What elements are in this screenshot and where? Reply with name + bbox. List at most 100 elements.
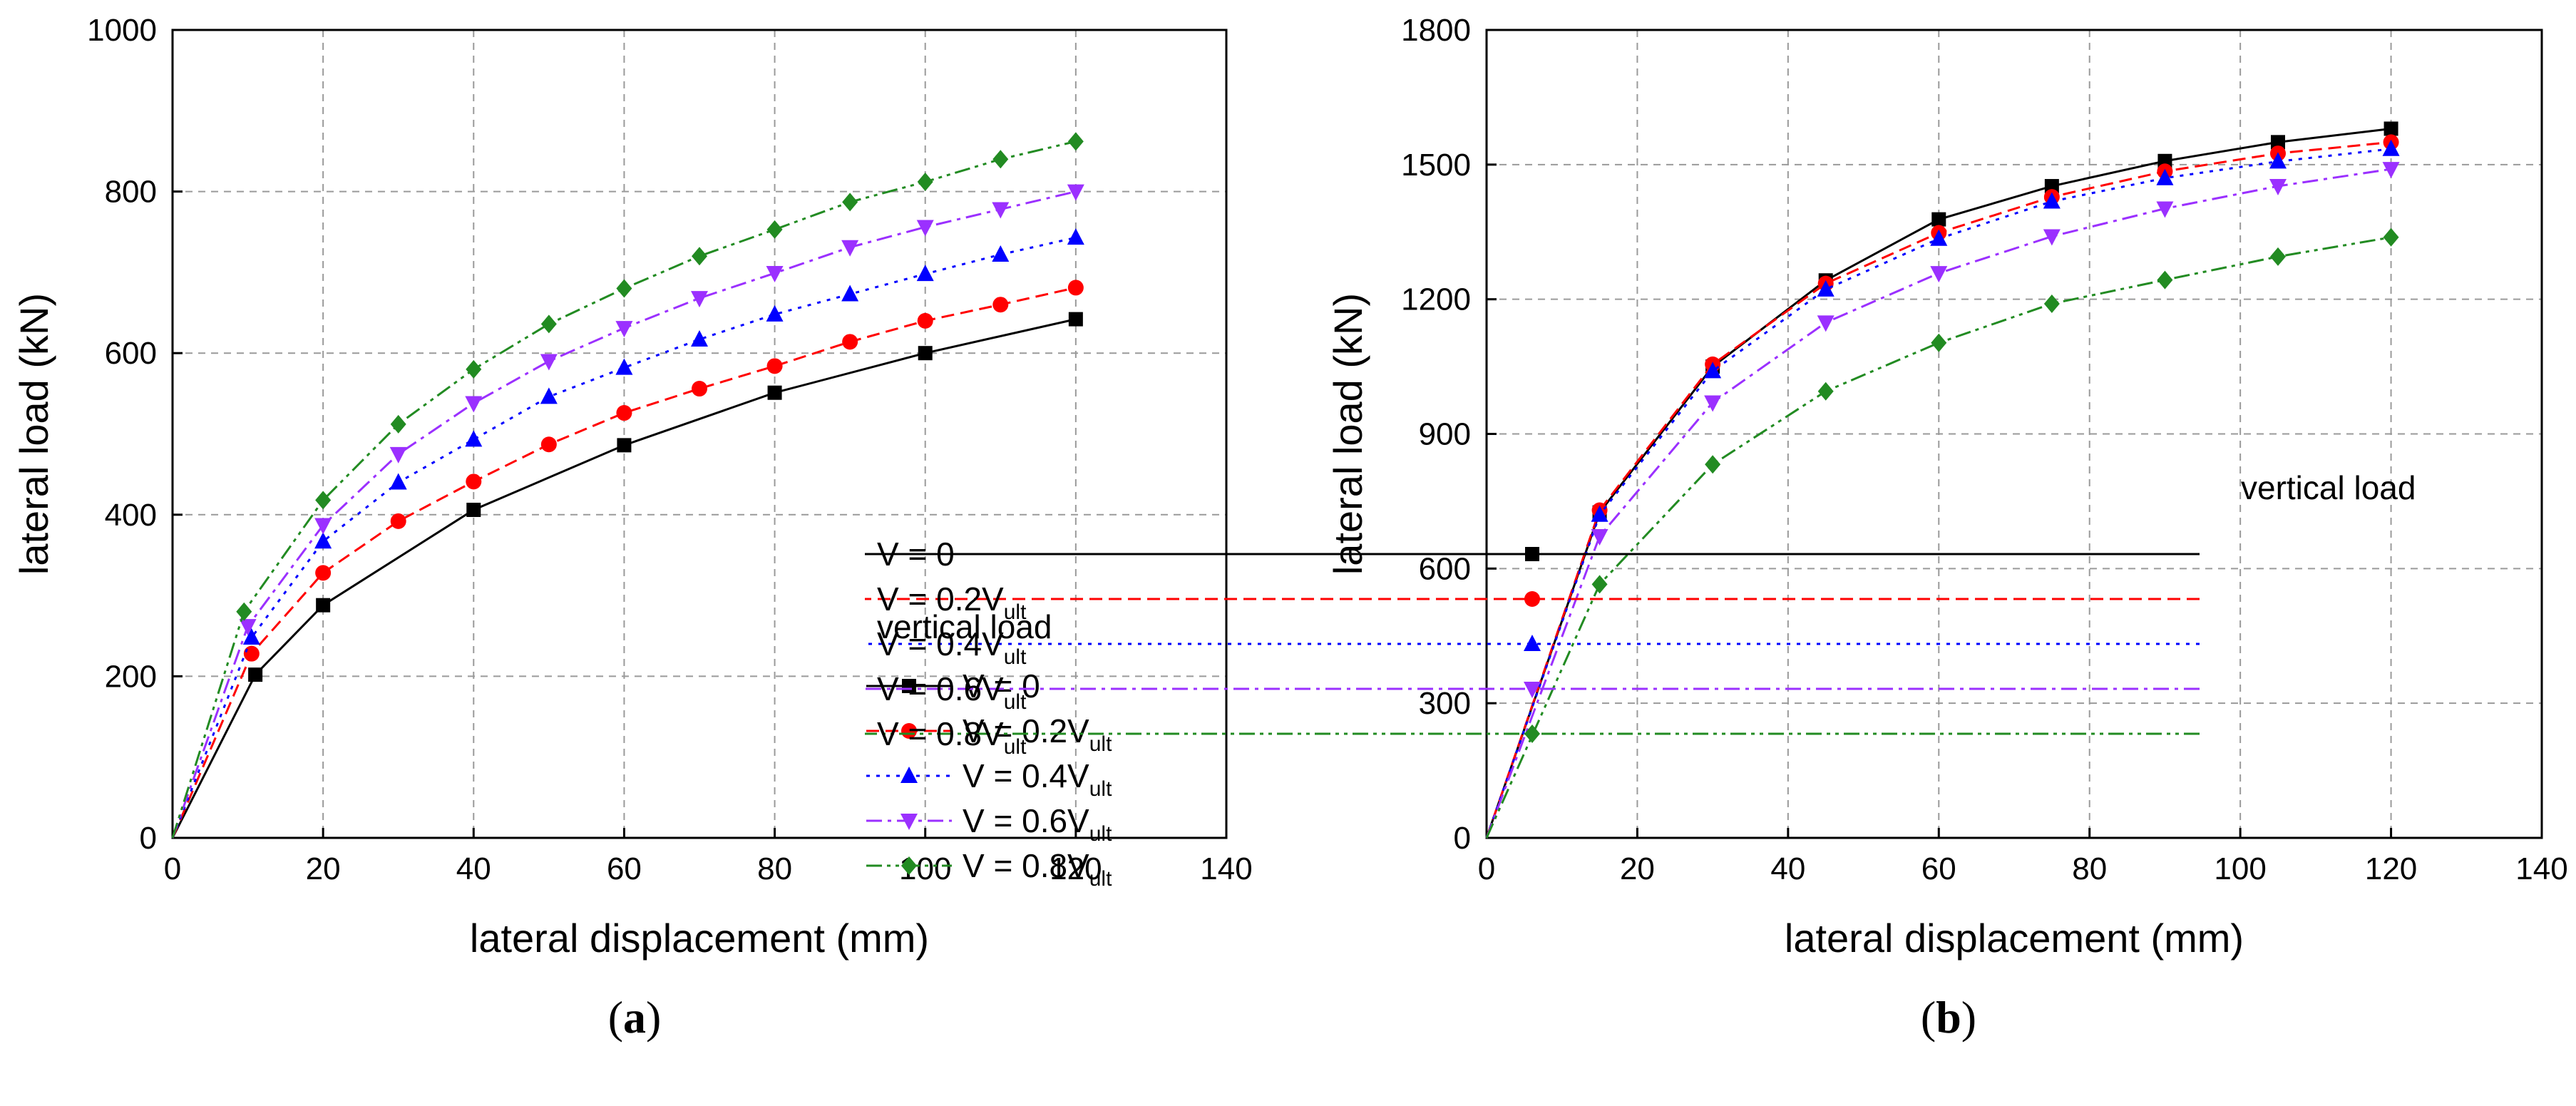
data-point — [315, 491, 332, 510]
data-point — [1931, 333, 1947, 352]
data-point — [992, 297, 1009, 313]
data-point — [239, 619, 257, 636]
data-point — [1591, 529, 1608, 546]
data-point — [389, 446, 407, 464]
data-point — [2382, 162, 2400, 179]
x-tick-label: 100 — [2214, 851, 2266, 886]
legend-marker — [1524, 682, 1541, 698]
data-point — [766, 220, 783, 239]
legend-label-sub: ult — [1089, 777, 1112, 801]
legend-label-main: V = 0 — [877, 536, 955, 573]
legend-label: V = 0.6Vult — [877, 670, 1027, 714]
legend-label-main: V = 0 — [963, 667, 1040, 705]
legend-label: V = 0.4Vult — [877, 625, 1027, 669]
series-3 — [171, 184, 1084, 839]
panel-caption: (b) — [1921, 992, 1976, 1043]
data-point — [2271, 135, 2285, 150]
legend-label: V = 0.8Vult — [963, 847, 1112, 891]
legend-label-sub: ult — [1089, 822, 1112, 846]
y-tick-label: 1800 — [1401, 13, 1471, 48]
y-tick-label: 300 — [1419, 686, 1471, 721]
y-tick-label: 1500 — [1401, 148, 1471, 183]
series-3 — [1485, 162, 2400, 839]
y-tick-label: 0 — [1454, 821, 1471, 856]
data-point — [1067, 184, 1084, 201]
legend-label: V = 0 — [877, 536, 955, 573]
legend-label: V = 0.2Vult — [963, 712, 1112, 756]
x-tick-label: 140 — [2515, 851, 2567, 886]
data-point — [540, 436, 557, 453]
data-point — [692, 381, 707, 397]
data-point — [316, 598, 331, 613]
legend-marker — [1524, 724, 1540, 743]
legend-label-sub: ult — [1004, 645, 1027, 669]
legend-label: V = 0.8Vult — [877, 715, 1027, 759]
y-axis-label: lateral load (kN) — [1325, 293, 1370, 575]
data-point — [841, 240, 859, 257]
legend-label-sub: ult — [1089, 732, 1112, 756]
data-point — [1817, 315, 1834, 332]
data-point — [2156, 201, 2174, 218]
caption-paren-close: ) — [646, 992, 661, 1043]
data-point — [616, 405, 632, 421]
y-tick-label: 600 — [1419, 551, 1471, 586]
data-point — [1068, 312, 1083, 327]
y-tick-label: 0 — [140, 821, 157, 856]
y-axis-label: lateral load (kN) — [11, 293, 56, 575]
x-tick-label: 80 — [2072, 851, 2107, 886]
legend-label-main: V = 0.6V — [877, 670, 1004, 707]
data-point — [691, 329, 708, 347]
data-point — [917, 173, 933, 192]
series-0 — [171, 312, 1083, 839]
data-point — [1704, 395, 1722, 412]
data-point — [615, 358, 633, 375]
legend-marker — [900, 814, 918, 830]
data-point — [2043, 294, 2060, 313]
caption-letter: b — [1936, 992, 1961, 1043]
series-4 — [1485, 227, 2399, 839]
chart-panel-b: 0 20 40 60 80 100 120 140 0 300 600 900 1200 1500 1800… — [865, 13, 2568, 1043]
data-point — [1591, 505, 1608, 522]
data-point — [918, 346, 933, 361]
legend-marker — [1524, 635, 1541, 651]
y-tick-label: 400 — [105, 498, 157, 533]
data-point — [465, 396, 483, 413]
data-point — [992, 202, 1010, 219]
data-point — [2157, 270, 2173, 290]
data-point — [2269, 179, 2287, 196]
data-point — [236, 602, 252, 621]
legend-marker — [1524, 591, 1540, 607]
series-2 — [171, 228, 1084, 839]
legend-label-main: V = 0.4V — [877, 625, 1004, 662]
data-point — [692, 247, 707, 266]
x-tick-label: 0 — [1478, 851, 1495, 886]
legend-label-sub: ult — [1004, 600, 1027, 624]
y-tick-label: 900 — [1419, 417, 1471, 452]
legend-label-main: V = 0.2V — [963, 712, 1089, 749]
data-point — [540, 387, 558, 404]
legend-label-main: V = 0.4V — [963, 757, 1089, 794]
data-point — [2156, 168, 2174, 185]
data-point — [615, 321, 633, 338]
data-point — [1930, 229, 1948, 246]
x-tick-label: 20 — [306, 851, 341, 886]
x-tick-label: 120 — [2365, 851, 2417, 886]
data-point — [465, 430, 483, 447]
data-point — [466, 473, 482, 490]
data-point — [2269, 152, 2287, 169]
x-tick-label: 60 — [607, 851, 642, 886]
data-point — [842, 334, 858, 350]
x-tick-label: 140 — [1200, 851, 1252, 886]
data-point — [1067, 228, 1084, 245]
data-point — [2382, 139, 2400, 156]
legend-label-sub: ult — [1004, 735, 1027, 759]
data-point — [842, 193, 858, 212]
caption-paren-open: ( — [1921, 992, 1936, 1043]
data-point — [466, 359, 482, 379]
data-point — [1817, 382, 1834, 401]
legend-label-main: V = 0.8V — [877, 715, 1004, 752]
data-point — [841, 285, 859, 302]
data-point — [248, 667, 263, 682]
data-point — [2044, 179, 2059, 194]
